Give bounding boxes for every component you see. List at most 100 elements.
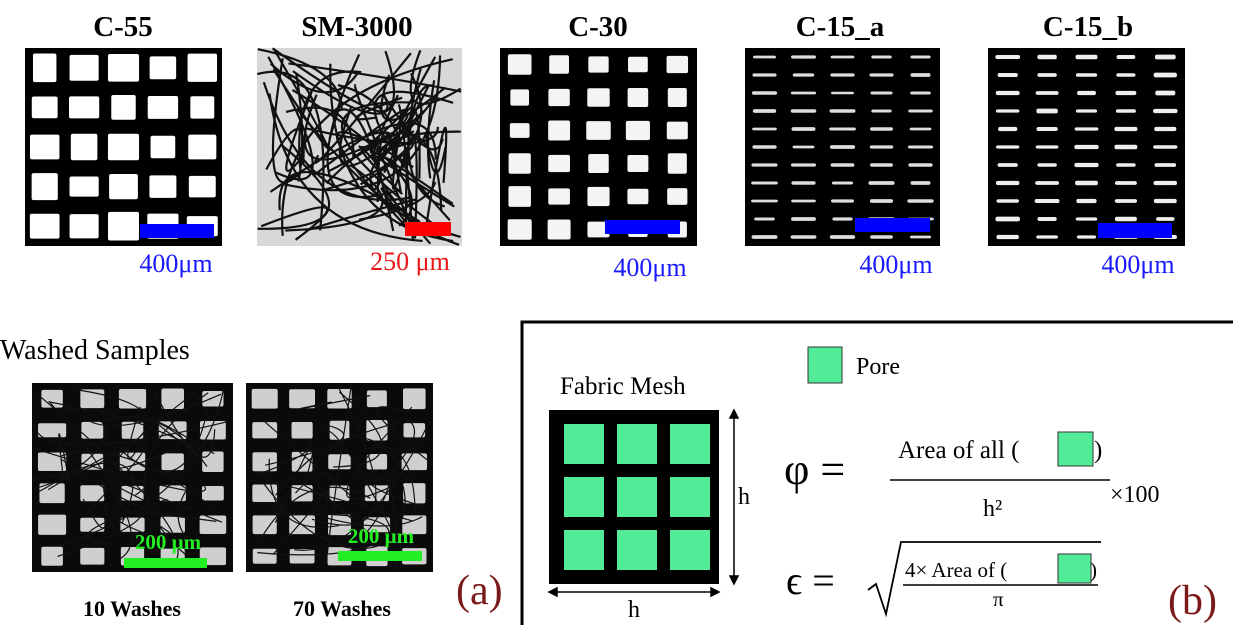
pore [1036, 235, 1058, 238]
pore [508, 186, 530, 207]
pore [367, 390, 387, 407]
pore [752, 91, 777, 95]
sample-title: C-55 [93, 11, 153, 43]
pore [910, 92, 931, 95]
porosity-lhs: φ = [784, 445, 845, 494]
pore [870, 145, 893, 148]
mesh-pore [564, 424, 604, 464]
mesh-pore [617, 424, 657, 464]
scale-bar [124, 558, 207, 568]
pore [1074, 145, 1098, 149]
pore [791, 200, 816, 203]
pore [1036, 109, 1057, 114]
pore [753, 56, 776, 59]
pore [109, 174, 138, 199]
pore [69, 177, 98, 197]
pore [1075, 127, 1099, 130]
pore [1076, 217, 1097, 220]
pore [32, 173, 58, 200]
formula-text: h² [983, 496, 1002, 522]
formula-text: 4× Area of ( [905, 558, 1007, 582]
pore [667, 188, 687, 205]
height-label: h [738, 484, 750, 510]
pore-symbol [1058, 554, 1091, 583]
pore [1037, 73, 1056, 77]
sample-title: C-15_b [1043, 11, 1133, 43]
legend-label: Pore [856, 354, 900, 380]
pore [38, 423, 66, 437]
pore [80, 548, 104, 565]
pore [754, 218, 775, 221]
pore [907, 199, 933, 203]
pore [1156, 217, 1174, 221]
pore [292, 422, 313, 438]
pore [996, 109, 1020, 112]
pore [1153, 109, 1177, 113]
pore [792, 146, 814, 149]
pore [108, 134, 139, 160]
pore [870, 127, 893, 130]
pore [403, 388, 426, 409]
pore [830, 73, 854, 76]
pore [188, 54, 217, 82]
pore [832, 217, 852, 220]
pore [119, 389, 146, 409]
pore [190, 96, 214, 118]
legend-swatch [808, 347, 842, 383]
pore [1074, 163, 1098, 167]
pore [830, 235, 855, 239]
pore [111, 95, 135, 120]
scale-label: 200 μm [135, 530, 202, 554]
formula-text: ×100 [1110, 482, 1160, 508]
pore [509, 153, 531, 173]
pore [626, 121, 650, 140]
pore [189, 176, 216, 198]
pore [1155, 91, 1175, 96]
pore [202, 452, 223, 472]
pore [587, 187, 609, 206]
pore [627, 155, 648, 172]
pore [832, 182, 853, 185]
pore [1154, 73, 1177, 78]
pore [1154, 181, 1177, 185]
pore [996, 145, 1019, 148]
pore [33, 53, 56, 82]
pore-symbol [1058, 432, 1093, 466]
pore [910, 128, 932, 131]
pore [996, 181, 1019, 185]
pore [1036, 145, 1059, 148]
pore [69, 96, 99, 118]
pore [831, 199, 854, 202]
formula-text: ) [1090, 558, 1097, 582]
sample-title: C-15_a [796, 11, 885, 43]
pore [1153, 145, 1177, 148]
pore [70, 214, 99, 238]
pore [1076, 73, 1097, 77]
formula-text: Area of all ( [898, 437, 1019, 464]
mesh-pore [670, 477, 710, 517]
pore [161, 388, 184, 409]
pore [791, 235, 817, 238]
pore [108, 212, 139, 241]
pore [1035, 181, 1059, 185]
pore [998, 73, 1018, 77]
mesh-diagram [549, 410, 719, 584]
pore [1075, 181, 1098, 186]
pore [791, 217, 816, 221]
pore [253, 515, 277, 534]
pore [253, 549, 277, 564]
pore [1077, 91, 1096, 95]
mesh-pore [617, 530, 657, 570]
pore [868, 181, 894, 185]
pore [793, 73, 815, 76]
figure: C-55 SM-3000 C-30 C-15_a C-15_b 400μm 25… [0, 0, 1233, 625]
pore [150, 56, 177, 79]
pore [549, 55, 569, 74]
pore [1154, 127, 1176, 131]
pore [627, 189, 648, 204]
pore [668, 88, 687, 107]
pore [108, 54, 139, 82]
pore [1036, 91, 1059, 95]
pore [30, 214, 60, 239]
pore [1077, 235, 1096, 238]
